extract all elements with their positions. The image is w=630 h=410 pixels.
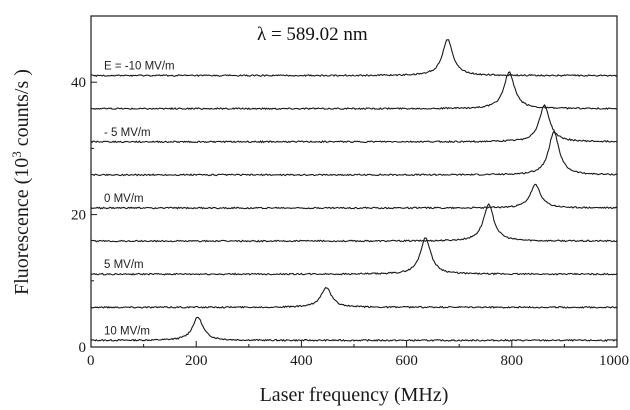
field-label-9: E = -10 MV/m xyxy=(104,61,175,73)
x-tick-label-400: 400 xyxy=(290,353,313,369)
trace-5 xyxy=(90,183,618,210)
y-tick-label-0: 0 xyxy=(79,340,87,356)
trace-2 xyxy=(90,286,618,309)
field-label-5: 0 MV/m xyxy=(104,193,144,205)
trace-6 xyxy=(90,130,618,177)
field-label-7: - 5 MV/m xyxy=(104,127,151,139)
field-labels: 10 MV/m 5 MV/m 0 MV/m - 5 MV/m E = -10 MV/m xyxy=(104,61,175,338)
y-axis-ticks: 0 20 40 xyxy=(71,75,97,356)
x-tick-label-0: 0 xyxy=(87,353,95,369)
trace-1 xyxy=(90,316,618,342)
y-axis-title-suffix: counts/s ) xyxy=(11,69,33,151)
y-tick-label-40: 40 xyxy=(71,75,86,91)
x-tick-label-200: 200 xyxy=(185,353,208,369)
x-tick-label-600: 600 xyxy=(395,353,418,369)
y-axis-title-prefix: Fluorescence (10 xyxy=(11,158,33,295)
x-axis-ticks: 0 200 400 600 800 1000 xyxy=(87,341,629,369)
trace-3 xyxy=(90,237,618,276)
trace-9 xyxy=(91,39,618,78)
x-tick-label-1000: 1000 xyxy=(599,353,629,369)
field-label-1: 10 MV/m xyxy=(104,325,150,337)
trace-8 xyxy=(90,71,618,111)
x-axis-title: Laser frequency (MHz) xyxy=(260,384,449,406)
x-tick-label-800: 800 xyxy=(501,353,524,369)
traces xyxy=(90,39,618,342)
trace-7 xyxy=(90,103,618,144)
y-tick-label-20: 20 xyxy=(71,208,86,224)
y-axis-title: Fluorescence (103 counts/s ) xyxy=(9,69,33,295)
y-axis-title-sup: 3 xyxy=(9,151,24,158)
wavelength-annotation: λ = 589.02 nm xyxy=(257,24,368,45)
field-label-3: 5 MV/m xyxy=(104,259,144,271)
trace-4 xyxy=(91,202,618,243)
